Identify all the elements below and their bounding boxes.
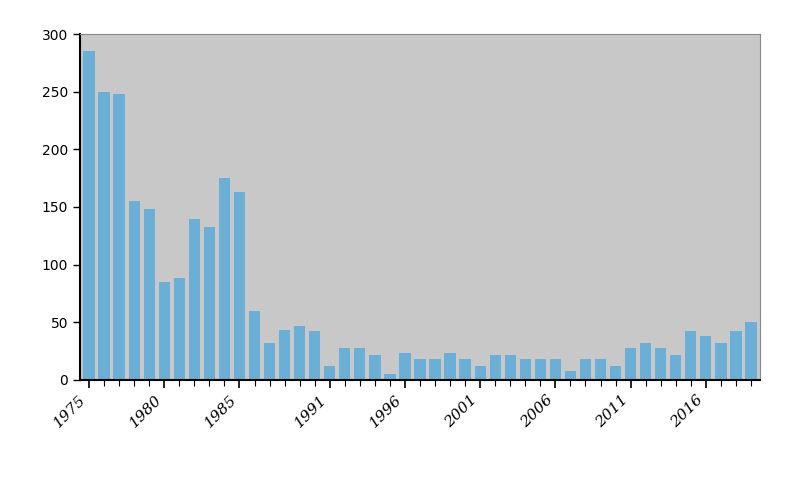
Bar (354, 348, 366, 380)
Bar (98, 92, 110, 380)
Bar (746, 322, 757, 380)
Bar (490, 355, 501, 380)
Bar (534, 359, 546, 380)
Bar (294, 326, 306, 380)
Bar (174, 279, 185, 380)
Bar (324, 366, 335, 380)
Bar (459, 359, 470, 380)
Bar (715, 343, 726, 380)
Bar (399, 354, 410, 380)
Bar (685, 332, 697, 380)
Bar (370, 355, 381, 380)
Bar (129, 201, 140, 380)
Bar (595, 359, 606, 380)
Bar (610, 366, 622, 380)
Bar (520, 359, 531, 380)
Bar (640, 343, 651, 380)
Bar (83, 51, 94, 380)
Bar (445, 354, 456, 380)
Bar (279, 330, 290, 380)
Bar (309, 332, 320, 380)
Bar (339, 348, 350, 380)
Bar (114, 94, 125, 380)
Bar (143, 209, 155, 380)
Bar (625, 348, 636, 380)
Bar (670, 355, 682, 380)
Bar (158, 282, 170, 380)
Bar (565, 371, 576, 380)
Bar (430, 359, 441, 380)
Bar (189, 219, 200, 380)
Bar (580, 359, 591, 380)
Bar (249, 311, 260, 380)
Bar (204, 226, 215, 380)
Bar (384, 374, 395, 380)
Bar (234, 192, 245, 380)
Bar (264, 343, 275, 380)
Bar (218, 178, 230, 380)
Bar (550, 359, 561, 380)
Bar (505, 355, 516, 380)
Bar (655, 348, 666, 380)
Bar (730, 332, 742, 380)
Bar (474, 366, 486, 380)
Bar (700, 336, 711, 380)
Bar (414, 359, 426, 380)
